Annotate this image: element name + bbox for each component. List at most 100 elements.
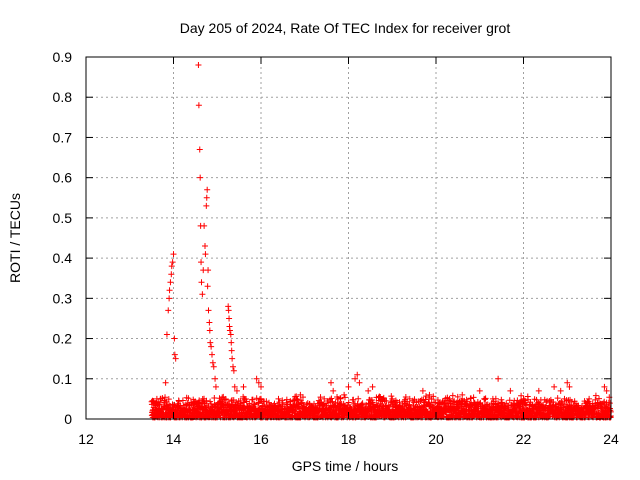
data-point: [352, 375, 359, 382]
data-point: [426, 391, 433, 398]
data-point: [495, 375, 502, 382]
data-point: [354, 371, 361, 378]
baseline-point: [499, 399, 506, 406]
baseline-point: [162, 394, 169, 401]
baseline-point: [211, 394, 218, 401]
data-point: [330, 387, 337, 394]
baseline-point: [596, 395, 603, 402]
baseline-point: [185, 395, 192, 402]
data-point: [328, 379, 334, 386]
data-point: [228, 339, 235, 346]
data-point: [227, 331, 234, 338]
data-point: [209, 359, 216, 366]
data-point: [208, 343, 215, 350]
baseline-point: [467, 395, 474, 402]
baseline-point: [518, 392, 525, 399]
baseline-point: [417, 397, 424, 404]
baseline-point: [532, 413, 539, 420]
data-point: [566, 383, 573, 390]
data-point: [535, 387, 542, 394]
baseline-point: [179, 397, 186, 404]
data-point: [171, 351, 178, 358]
data-point: [369, 383, 376, 390]
baseline-point: [325, 400, 332, 407]
baseline-point: [449, 392, 456, 399]
y-tick-label: 0.7: [53, 129, 73, 145]
baseline-point: [255, 400, 262, 407]
data-point: [204, 186, 211, 193]
data-point: [275, 395, 282, 402]
x-tick-label: 12: [78, 431, 94, 447]
baseline-point: [355, 395, 362, 402]
baseline-point: [543, 399, 550, 406]
baseline-point: [430, 393, 437, 400]
baseline-point: [422, 396, 429, 403]
baseline-point: [241, 399, 248, 406]
baseline-point: [243, 395, 250, 402]
data-point: [601, 383, 608, 390]
baseline-point: [222, 397, 229, 404]
y-tick-label: 0.5: [53, 210, 73, 226]
baseline-point: [251, 400, 258, 407]
data-point: [226, 327, 233, 334]
data-point: [205, 307, 212, 314]
data-point: [551, 383, 558, 390]
baseline-point: [175, 398, 182, 405]
axis-ticks: [85, 56, 612, 420]
data-point: [230, 367, 237, 374]
y-tick-label: 0.9: [53, 49, 73, 65]
data-point: [365, 387, 372, 394]
baseline-point: [380, 394, 387, 401]
data-point: [520, 395, 527, 402]
data-point: [209, 351, 215, 358]
data-point: [586, 395, 593, 402]
baseline-point: [203, 397, 210, 404]
x-tick-label: 16: [253, 431, 269, 447]
data-point: [603, 387, 610, 394]
x-axis-label: GPS time / hours: [292, 458, 399, 474]
baseline-point: [337, 395, 344, 402]
baseline-point: [249, 396, 256, 403]
data-point: [203, 194, 210, 201]
data-point: [297, 391, 304, 398]
data-point: [341, 391, 348, 398]
data-point: [206, 327, 213, 334]
data-point: [204, 283, 211, 290]
y-axis-label: ROTI / TECUs: [7, 193, 23, 283]
baseline-point: [216, 395, 223, 402]
baseline-point: [251, 401, 258, 408]
baseline-point: [470, 394, 477, 401]
x-tick-label: 14: [166, 431, 182, 447]
data-point: [170, 251, 177, 258]
baseline-point: [165, 396, 172, 403]
baseline-point: [253, 395, 260, 402]
baseline-point: [321, 395, 328, 402]
baseline-point: [505, 402, 512, 409]
data-point: [231, 383, 238, 390]
data-point: [162, 379, 169, 386]
data-point: [225, 307, 232, 314]
chart-title: Day 205 of 2024, Rate Of TEC Index for r…: [180, 20, 511, 36]
baseline-point: [237, 397, 244, 404]
data-point: [199, 291, 206, 298]
data-point: [197, 174, 204, 181]
baseline-point: [592, 392, 599, 399]
data-point: [228, 347, 235, 354]
baseline-point: [208, 400, 215, 407]
data-point: [168, 263, 175, 270]
data-point: [255, 379, 262, 386]
data-point: [195, 62, 202, 69]
data-point: [207, 339, 214, 346]
grid: [86, 57, 611, 419]
data-point: [198, 279, 205, 286]
data-point: [564, 379, 571, 386]
data-point: [194, 403, 201, 410]
data-point: [345, 383, 352, 390]
baseline-point: [560, 403, 567, 410]
baseline-point: [385, 402, 392, 409]
data-point: [168, 271, 175, 278]
y-tick-label: 0.1: [53, 371, 73, 387]
baseline-point: [434, 396, 441, 403]
data-point: [167, 279, 174, 286]
